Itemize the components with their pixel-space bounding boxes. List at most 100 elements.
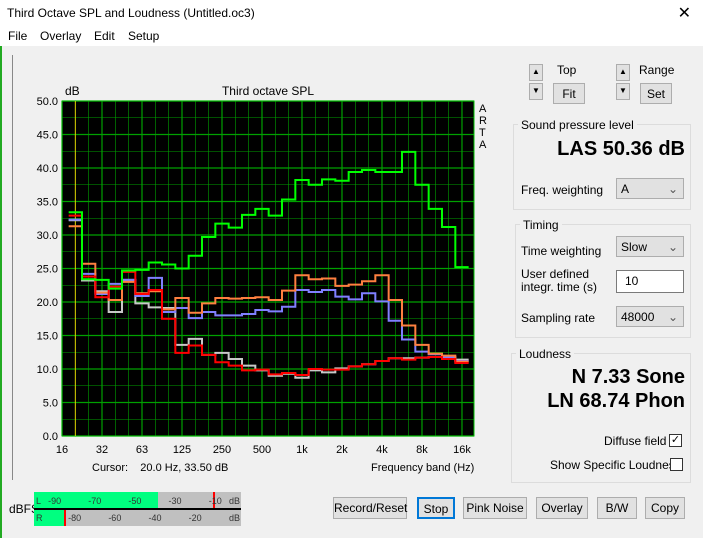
- time-weighting-select[interactable]: Slow ⌄: [616, 236, 684, 257]
- x-tick-label: 16k: [453, 444, 471, 456]
- right-level-meter: [34, 510, 241, 526]
- arta-label: A: [479, 139, 487, 151]
- meter-tick-label: -80: [68, 513, 82, 523]
- meter-tick-label: -90: [48, 496, 62, 506]
- diffuse-field-checkbox[interactable]: ✓: [669, 434, 682, 447]
- y-tick-label: 45.0: [37, 130, 58, 142]
- cursor-readout: Cursor: 20.0 Hz, 33.50 dB: [92, 462, 229, 474]
- chevron-down-icon: ⌄: [667, 240, 678, 254]
- menu-setup[interactable]: Setup: [128, 29, 160, 43]
- time-weighting-value: Slow: [621, 240, 648, 254]
- x-tick-label: 8k: [416, 444, 428, 456]
- y-tick-label: 50.0: [37, 96, 58, 108]
- integr-label-1: User defined: [521, 267, 590, 281]
- menu-file[interactable]: File: [8, 29, 28, 43]
- freq-weighting-select[interactable]: A ⌄: [616, 178, 684, 199]
- left-peak-marker: [212, 492, 215, 508]
- close-icon[interactable]: ✕: [677, 5, 691, 22]
- timing-group: [515, 224, 691, 338]
- x-tick-label: 4k: [376, 444, 388, 456]
- specific-loudness-label: Show Specific Loudness: [550, 458, 681, 472]
- overlay-button[interactable]: Overlay: [536, 497, 588, 519]
- las-value: LAS 50.36 dB: [557, 138, 685, 160]
- arta-label: A: [479, 103, 487, 115]
- freq-weighting-label: Freq. weighting: [521, 183, 604, 197]
- diffuse-field-label: Diffuse field: [604, 434, 667, 448]
- y-tick-label: 25.0: [37, 264, 58, 276]
- chevron-down-icon: ⌄: [667, 182, 678, 196]
- pink-noise-button[interactable]: Pink Noise: [463, 497, 527, 519]
- right-level-fill: [34, 510, 65, 526]
- integr-time-input[interactable]: 10: [616, 270, 684, 293]
- meter-tick-label: -60: [108, 513, 122, 523]
- sampling-rate-select[interactable]: 48000 ⌄: [616, 306, 684, 327]
- spl-group-label: Sound pressure level: [518, 118, 637, 132]
- top-up-button[interactable]: ▲: [529, 64, 543, 81]
- sampling-rate-value: 48000: [621, 310, 655, 324]
- freq-weighting-value: A: [621, 182, 630, 196]
- left-level-fill: [34, 492, 159, 508]
- x-tick-label: 250: [213, 444, 231, 456]
- window-border: [0, 46, 2, 538]
- loudness-group: [511, 353, 691, 483]
- meter-unit-r: dB: [229, 513, 241, 523]
- chevron-down-icon: ⌄: [667, 310, 678, 324]
- y-tick-label: 5.0: [43, 398, 58, 410]
- menu-overlay[interactable]: Overlay: [40, 29, 82, 43]
- spl-series-4: [68, 150, 469, 290]
- y-axis-label: dB: [65, 84, 80, 98]
- meter-r-label: R: [36, 513, 43, 523]
- spl-series-3: [68, 214, 469, 377]
- x-tick-label: 2k: [336, 444, 348, 456]
- x-tick-label: 32: [96, 444, 108, 456]
- meter-tick-label: -70: [88, 496, 102, 506]
- meter-tick-label: -30: [168, 496, 182, 506]
- meter-tick-label: -20: [188, 513, 202, 523]
- set-button[interactable]: Set: [640, 83, 672, 104]
- meter-unit-l: dB: [229, 496, 241, 506]
- plot-border: [61, 100, 475, 437]
- x-tick-label: 1k: [296, 444, 308, 456]
- y-tick-label: 20.0: [37, 297, 58, 309]
- title-bar: Third Octave SPL and Loudness (Untitled.…: [0, 0, 703, 26]
- x-tick-label: 16: [56, 444, 68, 456]
- range-label: Range: [639, 63, 675, 77]
- menu-edit[interactable]: Edit: [94, 29, 115, 43]
- spl-chart: 0.0 5.0 10.0 15.0 20.0 25.0 30.0 35.0 40.0 45.0 50…: [37, 84, 487, 474]
- meter-tick-label: -50: [128, 496, 142, 506]
- y-tick-label: 40.0: [37, 163, 58, 175]
- record-reset-button[interactable]: Record/Reset: [333, 497, 407, 519]
- window-title: Third Octave SPL and Loudness (Untitled.…: [7, 6, 255, 20]
- x-axis-label: Frequency band (Hz): [371, 462, 474, 474]
- specific-loudness-checkbox[interactable]: [670, 458, 683, 471]
- y-tick-label: 30.0: [37, 230, 58, 242]
- copy-button[interactable]: Copy: [645, 497, 685, 519]
- stop-button[interactable]: Stop: [417, 497, 455, 519]
- meter-tick-label: -40: [148, 513, 162, 523]
- y-tick-label: 0.0: [43, 431, 58, 443]
- y-tick-label: 10.0: [37, 364, 58, 376]
- time-weighting-label: Time weighting: [521, 244, 602, 258]
- arta-label: R: [479, 115, 487, 127]
- meter-divider: [34, 508, 241, 510]
- x-tick-label: 125: [173, 444, 191, 456]
- top-down-button[interactable]: ▼: [529, 83, 543, 100]
- x-tick-label: 63: [136, 444, 148, 456]
- fit-button[interactable]: Fit: [553, 83, 585, 104]
- range-down-button[interactable]: ▼: [616, 83, 630, 100]
- loudness-sone: N 7.33 Sone: [571, 366, 685, 388]
- dbfs-label: dBFS: [9, 502, 40, 516]
- x-tick-label: 500: [253, 444, 271, 456]
- range-up-button[interactable]: ▲: [616, 64, 630, 81]
- right-peak-marker: [64, 510, 67, 526]
- integr-label-2: integr. time (s): [521, 280, 598, 294]
- bw-button[interactable]: B/W: [597, 497, 637, 519]
- loudness-phon: LN 68.74 Phon: [547, 390, 685, 412]
- top-label: Top: [557, 63, 577, 77]
- chart-title: Third octave SPL: [222, 84, 314, 98]
- y-tick-label: 35.0: [37, 197, 58, 209]
- menu-bar: File Overlay Edit Setup: [0, 26, 703, 46]
- meter-l-label: L: [36, 496, 42, 506]
- loudness-group-label: Loudness: [516, 347, 575, 361]
- arta-label: T: [479, 127, 486, 139]
